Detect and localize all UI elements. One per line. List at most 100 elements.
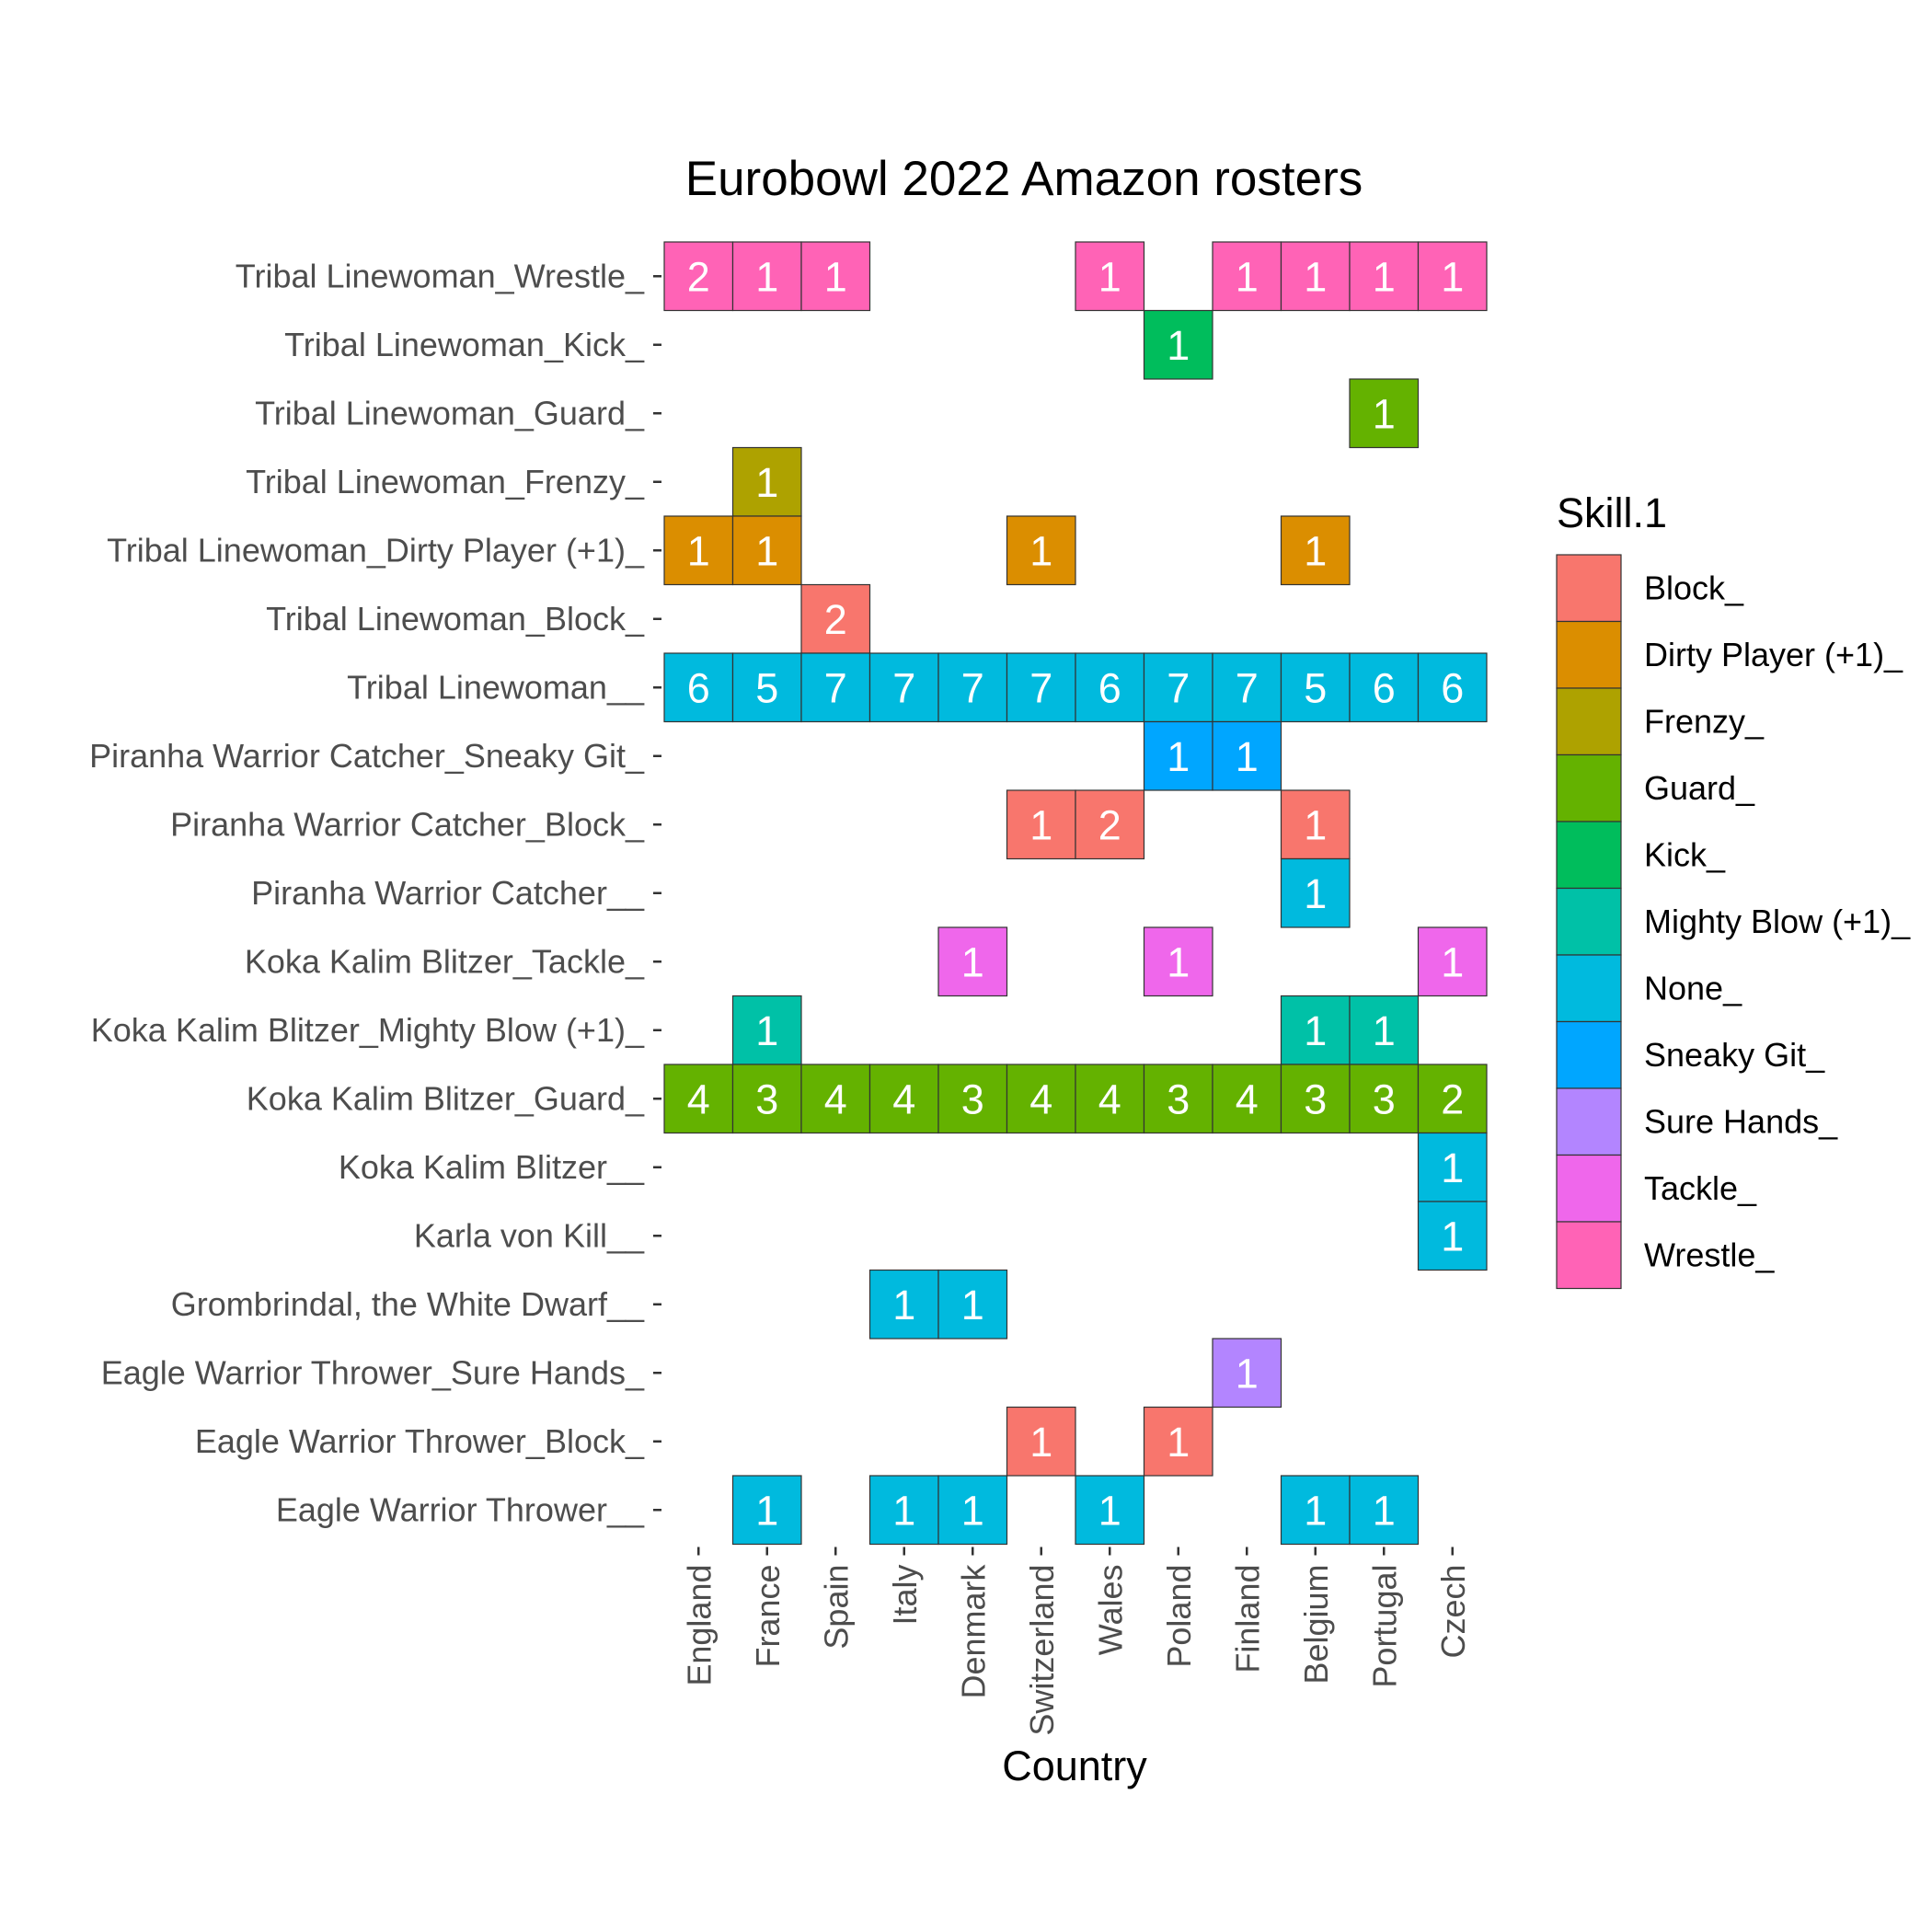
heatmap-cell: 4 xyxy=(1006,1064,1076,1134)
heatmap-cell: 1 xyxy=(731,241,802,312)
heatmap-cell-rect xyxy=(1006,652,1076,723)
heatmap-cell-rect xyxy=(1143,926,1213,997)
legend-label: Sure Hands_ xyxy=(1644,1102,1838,1140)
heatmap-cell-rect xyxy=(1417,1201,1488,1271)
legend-item-sure-hands: Sure Hands_ xyxy=(1556,1087,1838,1156)
heatmap-cell: 2 xyxy=(663,241,734,312)
heatmap-cell-rect xyxy=(1006,515,1076,586)
heatmap-cell-rect xyxy=(663,652,734,723)
heatmap-cell-rect xyxy=(1280,995,1351,1065)
legend-key xyxy=(1556,753,1622,822)
heatmap-cell: 3 xyxy=(1280,1064,1351,1134)
heatmap-cell-rect xyxy=(1280,241,1351,312)
heatmap-cell: 1 xyxy=(1349,241,1420,312)
heatmap-cell-label: 1 xyxy=(1304,801,1327,848)
heatmap-cell: 3 xyxy=(937,1064,1008,1134)
x-tick-label: Finland xyxy=(1228,1565,1266,1673)
heatmap-cell-label: 1 xyxy=(892,1282,915,1328)
heatmap-cell-rect xyxy=(800,652,871,723)
heatmap-cell: 7 xyxy=(868,652,939,723)
heatmap-cell-label: 1 xyxy=(1167,1419,1190,1466)
heatmap-cell-label: 6 xyxy=(1441,664,1464,711)
heatmap-cell-label: 7 xyxy=(1167,664,1190,711)
heatmap-cell-rect xyxy=(1212,720,1282,791)
heatmap-cell-label: 4 xyxy=(1236,1075,1259,1122)
heatmap-cell-label: 1 xyxy=(824,253,847,300)
x-axis: England France Spain Italy Denmark Switzerlan… xyxy=(680,1547,1472,1736)
heatmap-cell: 1 xyxy=(800,241,871,312)
x-tick-label: Czech xyxy=(1434,1565,1472,1659)
heatmap-cell: 1 xyxy=(1143,926,1213,997)
heatmap-cell-rect xyxy=(937,1269,1008,1340)
heatmap-cell-rect xyxy=(800,583,871,654)
heatmap-cell: 1 xyxy=(1349,378,1420,449)
y-tick-label: Eagle Warrior Thrower__ xyxy=(276,1490,645,1528)
y-tick-label: Koka Kalim Blitzer__ xyxy=(339,1148,645,1186)
heatmap-cell: 4 xyxy=(663,1064,734,1134)
x-tick-label: Switzerland xyxy=(1023,1565,1061,1736)
heatmap-cell-rect xyxy=(1143,1406,1213,1477)
x-tick-label: Belgium xyxy=(1297,1565,1335,1685)
heatmap-cell-rect xyxy=(1075,241,1145,312)
legend-label: Frenzy_ xyxy=(1644,702,1765,740)
heatmap-cell-label: 1 xyxy=(1373,253,1396,300)
heatmap-cell-rect xyxy=(731,515,802,586)
legend-key xyxy=(1556,821,1622,890)
heatmap-cell: 1 xyxy=(1349,995,1420,1065)
legend-key xyxy=(1556,954,1622,1023)
heatmap-cell-label: 3 xyxy=(1373,1075,1396,1122)
heatmap-cell: 1 xyxy=(1280,241,1351,312)
heatmap-cell-label: 1 xyxy=(1098,1487,1121,1534)
heatmap-cell-label: 3 xyxy=(1167,1075,1190,1122)
x-tick-label: Italy xyxy=(886,1565,924,1626)
legend-item-guard: Guard_ xyxy=(1556,753,1755,822)
heatmap-cell-label: 4 xyxy=(1029,1075,1052,1122)
heatmap-cell: 2 xyxy=(800,583,871,654)
heatmap-cell-label: 1 xyxy=(1304,1487,1327,1534)
y-tick-label: Piranha Warrior Catcher_Block_ xyxy=(170,805,645,843)
y-tick-label: Eagle Warrior Thrower_Sure Hands_ xyxy=(101,1353,645,1391)
legend-item-wrestle: Wrestle_ xyxy=(1556,1221,1775,1290)
heatmap-cell-rect xyxy=(937,1475,1008,1546)
legend-key xyxy=(1556,687,1622,756)
heatmap-cell-rect xyxy=(1143,309,1213,380)
heatmap-cell: 1 xyxy=(1417,926,1488,997)
heatmap-cell: 1 xyxy=(731,1475,802,1546)
heatmap-cell: 2 xyxy=(1417,1064,1488,1134)
heatmap-cell-label: 1 xyxy=(755,253,778,300)
y-tick-label: Eagle Warrior Thrower_Block_ xyxy=(195,1422,645,1460)
y-tick-label: Koka Kalim Blitzer_Guard_ xyxy=(247,1079,645,1117)
heatmap-cell: 1 xyxy=(1417,1201,1488,1271)
heatmap-cell-label: 4 xyxy=(687,1075,710,1122)
heatmap-cell-rect xyxy=(1280,1064,1351,1134)
heatmap-cell: 1 xyxy=(1280,1475,1351,1546)
heatmap-cell-label: 1 xyxy=(1441,1144,1464,1191)
heatmap-cell-label: 1 xyxy=(1373,390,1396,437)
legend-item-tackle: Tackle_ xyxy=(1556,1154,1757,1223)
heatmap-cell: 1 xyxy=(1280,789,1351,860)
heatmap-cell-label: 5 xyxy=(755,664,778,711)
heatmap-cell-label: 2 xyxy=(1441,1075,1464,1122)
x-axis-title: Country xyxy=(1002,1742,1147,1789)
heatmap-cell-label: 1 xyxy=(1167,322,1190,369)
heatmap-cell-rect xyxy=(868,652,939,723)
heatmap-cell-rect xyxy=(1143,720,1213,791)
legend-item-block: Block_ xyxy=(1556,554,1744,623)
heatmap-cell-rect xyxy=(1280,515,1351,586)
heatmap-cell: 1 xyxy=(731,515,802,586)
heatmap-cell: 7 xyxy=(800,652,871,723)
heatmap-cell-label: 3 xyxy=(755,1075,778,1122)
heatmap-cell-rect xyxy=(1417,241,1488,312)
heatmap-cell-label: 7 xyxy=(1236,664,1259,711)
heatmap-cell: 1 xyxy=(1075,241,1145,312)
heatmap-cell-label: 1 xyxy=(1029,527,1052,574)
legend-item-frenzy: Frenzy_ xyxy=(1556,687,1765,756)
legend-key xyxy=(1556,1221,1622,1290)
heatmap-cell: 3 xyxy=(1349,1064,1420,1134)
heatmap-cell-rect xyxy=(1349,1475,1420,1546)
y-axis: Tribal Linewoman_Wrestle_ Tribal Linewoma… xyxy=(89,257,661,1528)
heatmap-cell: 1 xyxy=(1006,515,1076,586)
heatmap-cell: 1 xyxy=(1280,515,1351,586)
heatmap-cell-rect xyxy=(1006,789,1076,860)
heatmap-cell: 1 xyxy=(1417,1132,1488,1202)
